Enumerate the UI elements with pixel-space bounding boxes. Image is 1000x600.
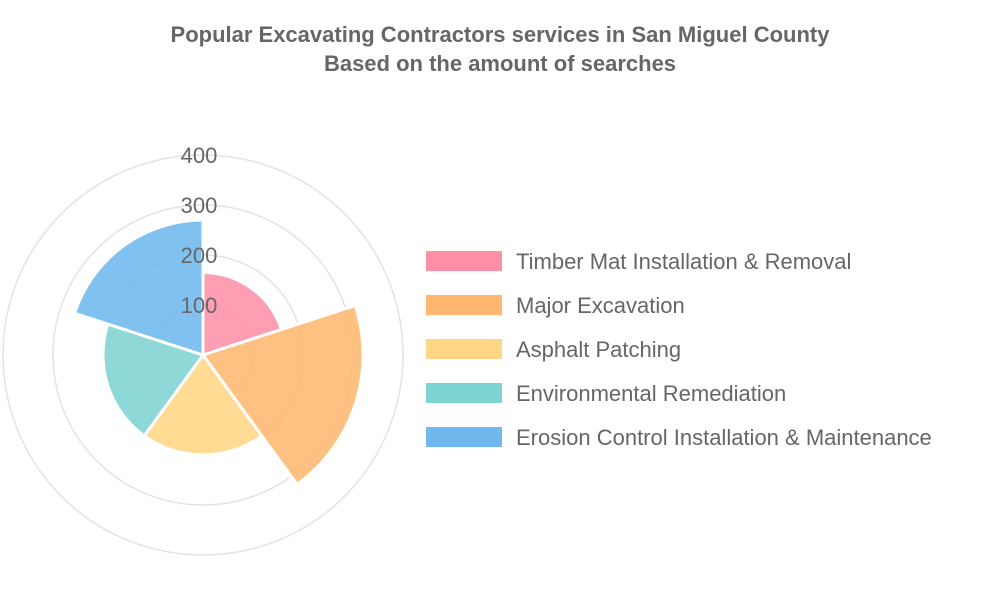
slice-asphalt-patching[interactable] (142, 353, 264, 457)
legend-swatch-4 (426, 383, 502, 403)
tick-label-100: 100 (181, 293, 218, 318)
legend-label-2[interactable]: Major Excavation (516, 293, 685, 318)
radial-ticks: 100 200 300 400 (181, 143, 218, 318)
chart-title: Popular Excavating Contractors services … (171, 22, 831, 47)
chart-subtitle: Based on the amount of searches (324, 51, 676, 76)
tick-label-200: 200 (181, 243, 218, 268)
slice-erosion-control-installation-maintenance[interactable] (73, 218, 205, 357)
legend-label-5[interactable]: Erosion Control Installation & Maintenan… (516, 425, 932, 450)
legend-swatch-5 (426, 427, 502, 447)
legend-swatch-1 (426, 251, 502, 271)
legend-swatch-2 (426, 295, 502, 315)
legend: Timber Mat Installation & Removal Major E… (426, 249, 932, 450)
slices-group (73, 218, 365, 486)
slice-environmental-remediation[interactable] (101, 322, 205, 438)
legend-label-4[interactable]: Environmental Remediation (516, 381, 786, 406)
grid-circle-400 (2, 154, 404, 556)
legend-swatch-3 (426, 339, 502, 359)
legend-label-1[interactable]: Timber Mat Installation & Removal (516, 249, 851, 274)
tick-label-400: 400 (181, 143, 218, 168)
slice-major-excavation[interactable] (201, 304, 365, 486)
legend-label-3[interactable]: Asphalt Patching (516, 337, 681, 362)
tick-label-300: 300 (181, 193, 218, 218)
